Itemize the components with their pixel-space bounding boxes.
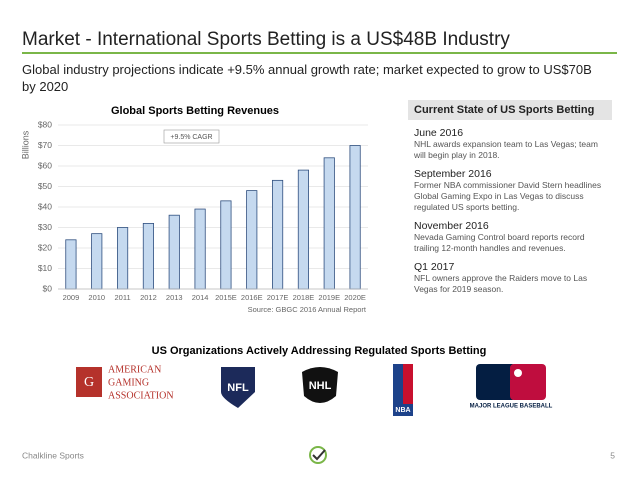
entry-text: NHL awards expansion team to Las Vegas; … (414, 139, 598, 160)
panel-entry: June 2016 NHL awards expansion team to La… (408, 127, 612, 161)
aga-line: GAMING (108, 377, 149, 388)
x-tick-label: 2016E (241, 293, 263, 302)
annotation-box (163, 129, 220, 144)
entry-text: Former NBA commissioner David Stern head… (414, 180, 602, 212)
footer-logo (309, 446, 327, 464)
panel-entry: November 2016 Nevada Gaming Control board… (408, 220, 612, 254)
bar (220, 200, 232, 290)
x-tick-label: 2019E (318, 293, 340, 302)
nhl-text: NHL (309, 380, 332, 392)
bar (194, 208, 206, 290)
entry-date: November 2016 (414, 220, 489, 232)
x-tick-label: 2013 (166, 293, 183, 302)
mlb-ball (514, 369, 522, 377)
panel-entry: September 2016 Former NBA commissioner Da… (408, 168, 612, 213)
x-tick-label: 2020E (344, 293, 366, 302)
source: Source: GBGC 2016 Annual Report (248, 305, 367, 314)
x-tick-label: 2011 (115, 293, 131, 302)
bar (246, 190, 258, 290)
aga-emblem (76, 367, 102, 397)
entry-date: September 2016 (414, 168, 492, 180)
y-tick-label: $30 (38, 222, 52, 232)
y-tick-label: $20 (38, 242, 52, 252)
y-tick-label: $50 (38, 181, 52, 191)
bar (297, 169, 309, 290)
nhl-shield (302, 367, 338, 403)
y-tick-label: $70 (38, 140, 52, 150)
y-tick-label: $80 (38, 119, 52, 129)
x-tick-label: 2012 (140, 293, 157, 302)
aga-mark: G (84, 375, 94, 390)
slide-title: Market - International Sports Betting is… (22, 29, 510, 50)
entry-text: Nevada Gaming Control board reports reco… (414, 232, 585, 253)
x-tick-label: 2014 (192, 293, 209, 302)
entry-text: NFL owners approve the Raiders move to L… (414, 273, 588, 294)
y-tick-label: $0 (43, 283, 53, 293)
y-tick-label: $10 (38, 263, 52, 273)
nba-text: NBA (395, 407, 410, 414)
bar (117, 227, 129, 290)
x-tick-label: 2017E (267, 293, 289, 302)
nba-base (393, 404, 413, 416)
bar (91, 233, 103, 290)
x-tick-label: 2015E (215, 293, 237, 302)
footer-check (312, 449, 326, 461)
bar (65, 239, 77, 290)
bar (142, 222, 154, 290)
nba-left (393, 364, 403, 404)
x-tick-label: 2018E (293, 293, 315, 302)
subtitle: Global industry projections indicate +9.… (22, 62, 592, 94)
aga-line: AMERICAN (108, 364, 161, 375)
x-tick-label: 2009 (63, 293, 80, 302)
annotation: +9.5% CAGR (170, 134, 212, 141)
y-tick-label: $40 (38, 201, 52, 211)
y-axis-label: Billions (20, 130, 30, 159)
bar (349, 145, 361, 290)
bar (168, 214, 180, 290)
mlb-text: MAJOR LEAGUE BASEBALL (470, 404, 553, 410)
mlb-right (510, 364, 546, 400)
entry-date: June 2016 (414, 127, 464, 139)
aga-line: ASSOCIATION (108, 390, 174, 401)
bar (272, 179, 284, 290)
panel-title: Current State of US Sports Betting (408, 100, 612, 120)
entry-date: Q1 2017 (414, 261, 455, 273)
panel-entry: Q1 2017 NFL owners approve the Raiders mo… (408, 261, 612, 295)
mlb-left (476, 364, 516, 400)
page-number: 5 (610, 450, 615, 460)
nfl-text: NFL (227, 382, 249, 394)
footer-left: Chalkline Sports (22, 450, 84, 460)
nba-right (403, 364, 413, 404)
chart-title: Global Sports Betting Revenues (111, 105, 279, 117)
bar (323, 157, 335, 290)
nfl-shield (221, 367, 255, 408)
y-tick-label: $60 (38, 160, 52, 170)
panel: Current State of US Sports Betting June … (408, 100, 612, 295)
x-tick-label: 2010 (88, 293, 105, 302)
orgs-title: US Organizations Actively Addressing Reg… (152, 345, 487, 357)
